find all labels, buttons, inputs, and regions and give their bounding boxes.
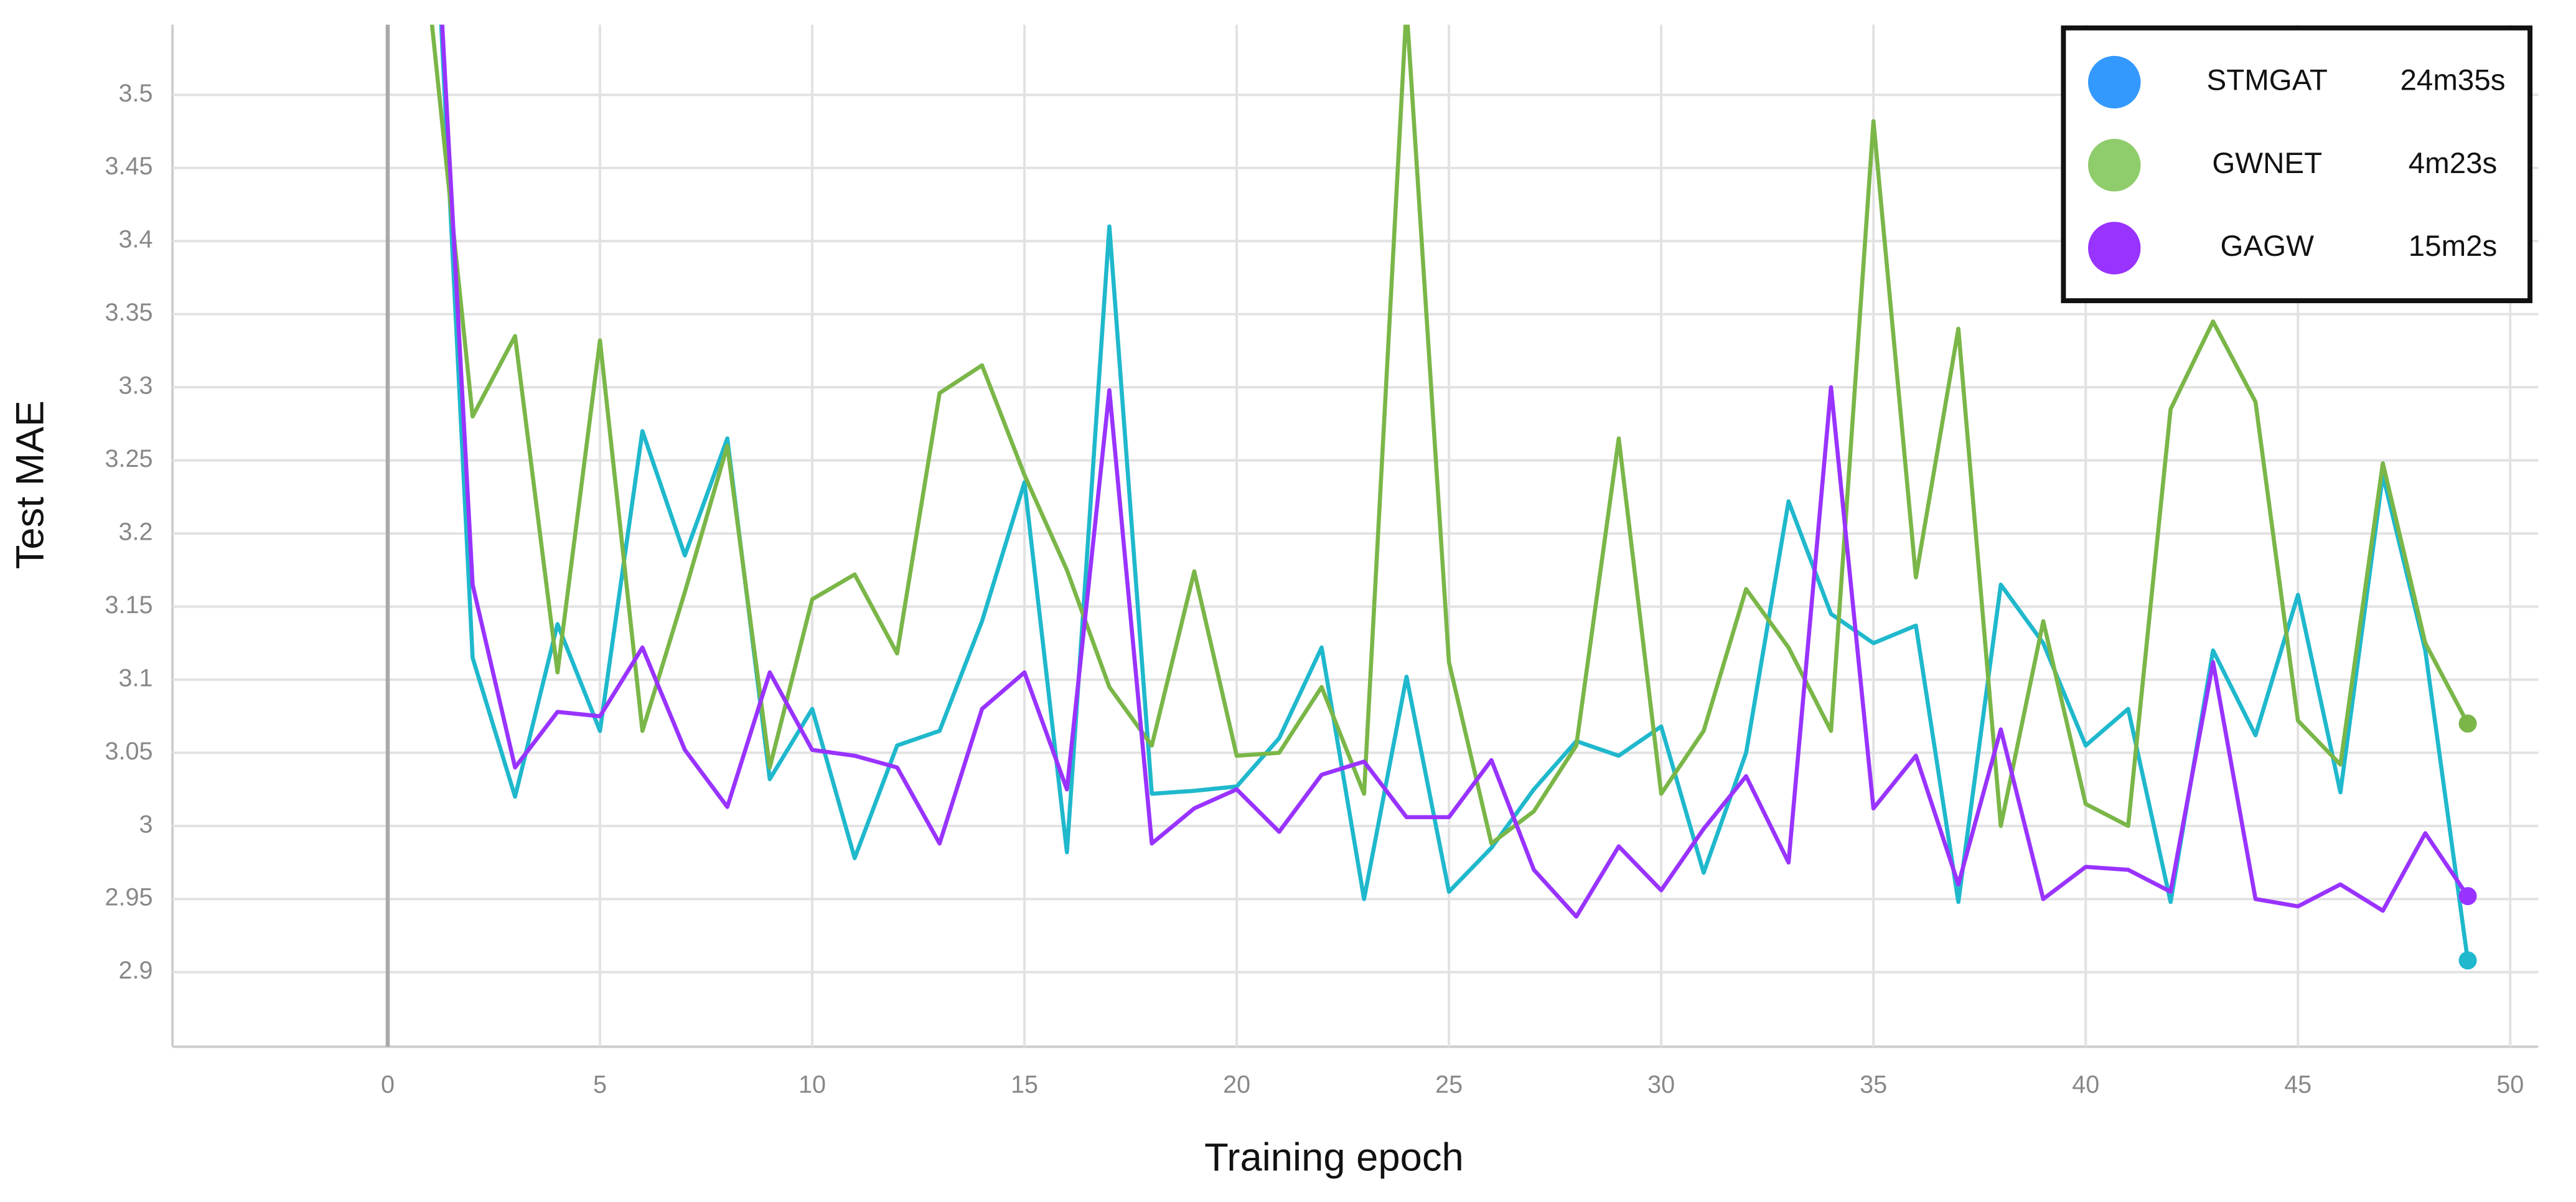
x-tick-label: 20 <box>1223 1071 1250 1098</box>
y-tick-label: 3.25 <box>105 445 152 472</box>
y-tick-label: 3.5 <box>118 80 152 107</box>
x-axis-label: Training epoch <box>1204 1135 1464 1179</box>
legend-name: GWNET <box>2212 147 2322 180</box>
x-tick-label: 0 <box>381 1071 395 1098</box>
x-tick-label: 50 <box>2496 1071 2524 1098</box>
end-marker <box>2458 887 2477 906</box>
x-tick-label: 25 <box>1435 1071 1463 1098</box>
y-tick-label: 3.3 <box>118 372 152 400</box>
legend-runtime: 24m35s <box>2400 64 2506 97</box>
x-tick-label: 45 <box>2284 1071 2311 1098</box>
x-tick-label: 10 <box>799 1071 826 1098</box>
legend-runtime: 15m2s <box>2409 230 2498 263</box>
y-tick-label: 2.9 <box>118 957 152 984</box>
y-tick-label: 3.15 <box>105 591 152 619</box>
end-marker <box>2458 714 2477 733</box>
legend-name: STMGAT <box>2207 64 2328 97</box>
x-tick-label: 30 <box>1647 1071 1675 1098</box>
legend-runtime: 4m23s <box>2409 147 2498 180</box>
plot-area <box>429 24 2477 970</box>
y-tick-label: 3 <box>139 810 152 838</box>
legend-name: GAGW <box>2221 230 2315 263</box>
y-tick-label: 3.4 <box>118 226 152 253</box>
x-tick-label: 5 <box>593 1071 607 1098</box>
y-axis-label: Test MAE <box>9 400 52 569</box>
y-tick-label: 3.1 <box>118 664 152 692</box>
y-tick-label: 3.35 <box>105 299 152 326</box>
y-tick-label: 3.2 <box>118 518 152 545</box>
y-tick-label: 3.05 <box>105 738 152 765</box>
x-tick-label: 40 <box>2072 1071 2099 1098</box>
x-tick-label: 35 <box>1860 1071 1887 1098</box>
legend-marker <box>2088 222 2141 275</box>
legend-marker <box>2088 55 2141 109</box>
series-line <box>440 24 2470 919</box>
x-tick-label: 15 <box>1011 1071 1038 1098</box>
legend-box <box>2061 25 2533 304</box>
end-marker <box>2458 951 2477 970</box>
y-tick-label: 2.95 <box>105 884 152 911</box>
series-line <box>429 24 2470 846</box>
y-tick-label: 3.45 <box>105 153 152 180</box>
series-line <box>439 24 2470 961</box>
legend-marker <box>2088 139 2141 192</box>
legend: STMGAT 24m35s GWNET 4m23s GAGW 15m2s <box>2061 25 2533 304</box>
